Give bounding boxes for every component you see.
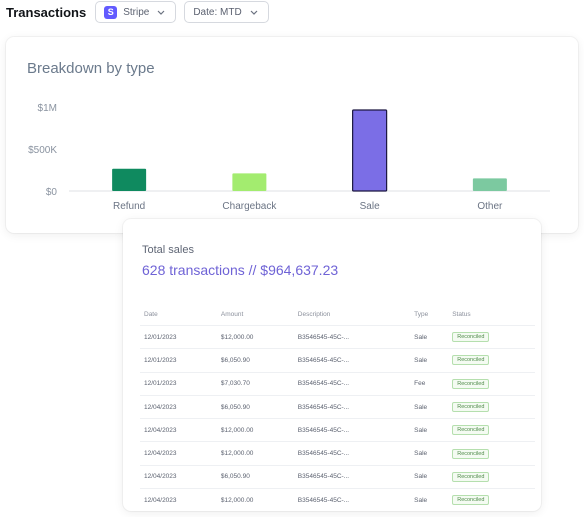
cell-description: B3546545-45C-... (293, 441, 411, 466)
status-badge: Reconciled (452, 448, 490, 459)
cell-status: Reconciled (448, 488, 535, 512)
cell-amount: $6,050.90 (216, 464, 294, 489)
status-badge: Reconciled (452, 402, 490, 413)
cell-amount: $6,050.90 (216, 394, 294, 419)
cell-type: Sale (410, 418, 449, 442)
source-selector[interactable]: S Stripe (95, 1, 177, 23)
cell-type: Sale (410, 488, 449, 512)
x-tick-label: Chargeback (222, 201, 277, 212)
bar-other[interactable] (472, 178, 507, 191)
column-header-amount: Amount (220, 310, 244, 318)
cell-date: 12/04/2023 (140, 418, 217, 442)
table-body: 12/01/2023 $12,000.00 B3546545-45C-... Sale… (140, 324, 535, 512)
cell-status: Reconciled (448, 464, 535, 489)
cell-amount: $7,030.70 (216, 371, 294, 396)
page-header: Transactions S Stripe Date: MTD (6, 0, 269, 24)
cell-date: 12/04/2023 (140, 441, 217, 466)
cell-description: B3546545-45C-... (293, 464, 411, 489)
total-sales-label: Total sales (142, 244, 194, 256)
page-title: Transactions (6, 4, 87, 20)
column-header-type: Type (414, 310, 429, 318)
cell-date: 12/04/2023 (140, 464, 217, 489)
cell-amount: $12,000.00 (216, 418, 294, 442)
table-row[interactable]: 12/01/2023 $12,000.00 B3546545-45C-... Sale… (140, 324, 535, 349)
y-tick-label: $500K (28, 145, 57, 156)
transactions-table: Date Amount Description Type Status 12/01/20… (140, 303, 535, 512)
cell-description: B3546545-45C-... (293, 324, 411, 349)
breakdown-chart-card: Breakdown by type $0 $500K $1M Refund Charge… (6, 37, 578, 233)
cell-type: Sale (410, 324, 449, 349)
status-badge: Reconciled (452, 495, 490, 506)
cell-status: Reconciled (448, 418, 535, 442)
breakdown-bar-chart: $0 $500K $1M Refund Chargeback Sale Other (28, 103, 550, 212)
table-row[interactable]: 12/01/2023 $6,050.90 B3546545-45C-... Sale R… (140, 348, 535, 373)
stripe-logo-icon: S (104, 5, 118, 19)
y-tick-label: $1M (38, 103, 57, 114)
cell-type: Fee (410, 371, 449, 396)
x-tick-label: Sale (360, 201, 380, 212)
cell-type: Sale (410, 394, 449, 419)
table-row[interactable]: 12/01/2023 $7,030.70 B3546545-45C-... Fee Re… (140, 371, 535, 396)
cell-description: B3546545-45C-... (293, 371, 411, 396)
table-header-row: Date Amount Description Type Status (140, 303, 535, 326)
y-tick-label: $0 (46, 187, 58, 198)
table-row[interactable]: 12/04/2023 $6,050.90 B3546545-45C-... Sale R… (140, 464, 535, 489)
cell-amount: $6,050.90 (216, 348, 294, 373)
status-badge: Reconciled (452, 378, 490, 389)
cell-amount: $12,000.00 (216, 324, 294, 349)
chevron-down-icon (248, 6, 260, 18)
date-filter-label: Date: MTD (193, 6, 242, 18)
cell-date: 12/04/2023 (140, 488, 217, 512)
x-tick-label: Other (477, 201, 503, 212)
bar-chargeback[interactable] (232, 173, 267, 191)
cell-status: Reconciled (448, 348, 535, 373)
total-sales-value: 628 transactions // $964,637.23 (142, 262, 339, 278)
column-header-status: Status (452, 310, 471, 318)
source-label: Stripe (123, 6, 150, 18)
cell-type: Sale (410, 464, 449, 489)
bar-sale[interactable] (352, 109, 388, 192)
column-header-date: Date (144, 310, 158, 318)
table-row[interactable]: 12/04/2023 $12,000.00 B3546545-45C-... Sale… (140, 441, 535, 466)
chart-title: Breakdown by type (27, 60, 155, 77)
x-tick-label: Refund (113, 201, 145, 212)
status-badge: Reconciled (452, 425, 490, 436)
cell-amount: $12,000.00 (216, 441, 294, 466)
cell-date: 12/04/2023 (140, 394, 217, 419)
cell-date: 12/01/2023 (140, 348, 217, 373)
status-badge: Reconciled (452, 332, 490, 343)
cell-status: Reconciled (448, 324, 535, 349)
chevron-down-icon (155, 6, 167, 18)
cell-amount: $12,000.00 (216, 488, 294, 512)
table-row[interactable]: 12/04/2023 $12,000.00 B3546545-45C-... Sale… (140, 418, 535, 442)
table-row[interactable]: 12/04/2023 $12,000.00 B3546545-45C-... Sale… (140, 488, 535, 512)
status-badge: Reconciled (452, 471, 490, 482)
table-row[interactable]: 12/04/2023 $6,050.90 B3546545-45C-... Sale R… (140, 394, 535, 419)
cell-date: 12/01/2023 (140, 324, 217, 349)
cell-description: B3546545-45C-... (293, 394, 411, 419)
cell-description: B3546545-45C-... (293, 418, 411, 442)
cell-status: Reconciled (448, 394, 535, 419)
column-header-description: Description (297, 310, 331, 318)
cell-status: Reconciled (448, 371, 535, 396)
cell-date: 12/01/2023 (140, 371, 217, 396)
cell-status: Reconciled (448, 441, 535, 466)
cell-type: Sale (410, 348, 449, 373)
cell-description: B3546545-45C-... (293, 348, 411, 373)
bar-refund[interactable] (112, 168, 147, 191)
cell-description: B3546545-45C-... (293, 488, 411, 512)
date-filter-dropdown[interactable]: Date: MTD (184, 1, 269, 23)
total-sales-card: Total sales 628 transactions // $964,637… (123, 219, 541, 512)
cell-type: Sale (410, 441, 449, 466)
status-badge: Reconciled (452, 355, 490, 366)
